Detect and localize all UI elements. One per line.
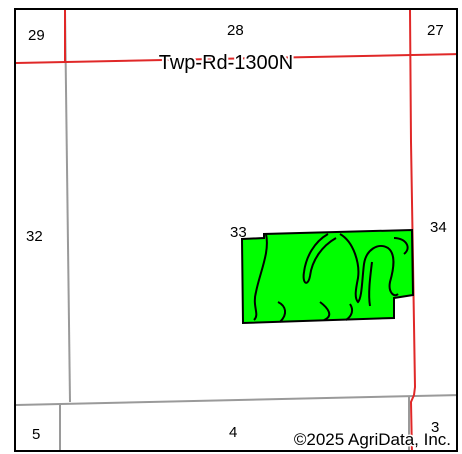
section-label-28: 28 bbox=[227, 22, 244, 39]
section-label-3: 3 bbox=[431, 419, 439, 436]
section-label-32: 32 bbox=[26, 228, 43, 245]
road-township-1300n bbox=[16, 53, 456, 64]
section-line-west bbox=[64, 10, 71, 403]
section-label-4: 4 bbox=[229, 424, 237, 441]
road-label: Twp-Rd-1300N bbox=[159, 52, 294, 74]
field-contours bbox=[253, 233, 409, 323]
section-label-27: 27 bbox=[427, 22, 444, 39]
road-east bbox=[409, 10, 417, 450]
section-label-5: 5 bbox=[32, 426, 40, 443]
map-canvas[interactable]: 29 28 27 32 33 34 5 4 3 Twp-Rd-1300N ©20… bbox=[16, 10, 458, 452]
section-label-33: 33 bbox=[230, 224, 247, 241]
copyright-text: ©2025 AgriData, Inc. bbox=[294, 430, 451, 449]
section-label-29: 29 bbox=[28, 27, 45, 44]
section-line-south bbox=[16, 394, 456, 406]
map-frame[interactable]: 29 28 27 32 33 34 5 4 3 Twp-Rd-1300N ©20… bbox=[14, 8, 458, 452]
section-label-34: 34 bbox=[430, 219, 447, 236]
